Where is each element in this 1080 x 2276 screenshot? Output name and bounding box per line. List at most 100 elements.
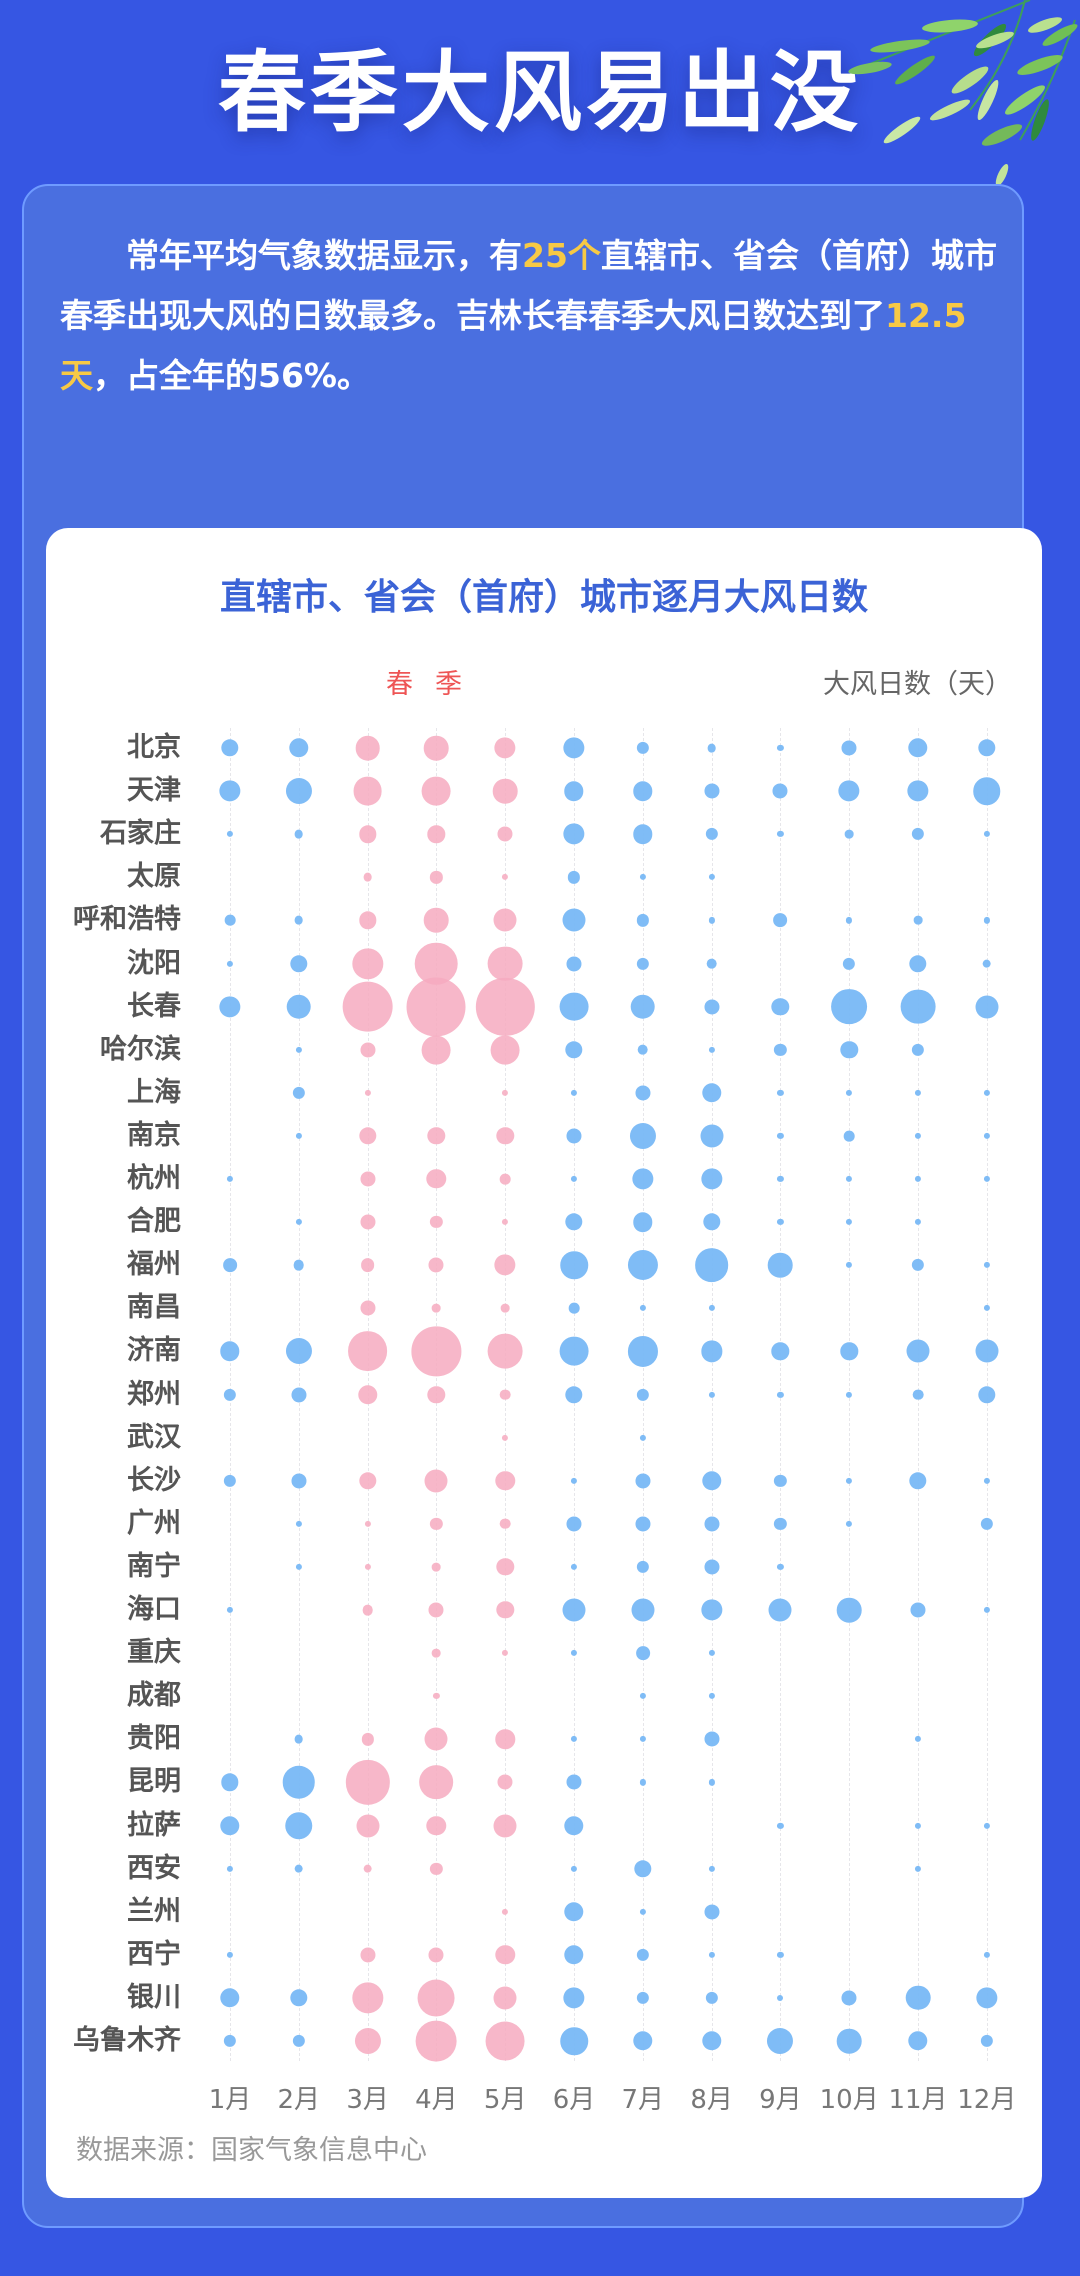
wind-days-bubble bbox=[502, 1908, 509, 1915]
wind-days-bubble bbox=[973, 777, 1001, 805]
wind-days-bubble bbox=[636, 1388, 649, 1401]
wind-days-bubble bbox=[911, 1043, 925, 1056]
wind-days-bubble bbox=[843, 1130, 855, 1142]
wind-days-bubble bbox=[294, 916, 304, 925]
wind-days-bubble bbox=[427, 1385, 446, 1404]
wind-days-bubble bbox=[497, 1774, 513, 1790]
wind-days-bubble bbox=[428, 1257, 444, 1273]
wind-days-bubble bbox=[290, 954, 308, 973]
wind-days-bubble bbox=[290, 1989, 308, 2007]
data-source: 数据来源：国家气象信息中心 bbox=[76, 2135, 427, 2166]
wind-days-bubble bbox=[424, 735, 449, 761]
wind-days-bubble bbox=[220, 1341, 240, 1362]
wind-days-bubble bbox=[361, 1733, 374, 1746]
wind-days-bubble bbox=[356, 1814, 380, 1837]
wind-days-bubble bbox=[635, 1473, 651, 1489]
wind-days-bubble bbox=[700, 1124, 724, 1148]
wind-days-bubble bbox=[364, 1089, 371, 1096]
city-label: 太原 bbox=[127, 861, 181, 893]
wind-days-bubble bbox=[846, 917, 853, 924]
wind-days-bubble bbox=[502, 1089, 509, 1096]
wind-days-bubble bbox=[362, 1604, 373, 1616]
wind-days-bubble bbox=[565, 1385, 583, 1404]
intro-text: 常年平均气象数据显示，有25个直辖市、省会（首府）城市春季出现大风的日数最多。吉… bbox=[60, 226, 1024, 406]
wind-days-bubble bbox=[490, 1035, 520, 1065]
wind-days-bubble bbox=[293, 1259, 305, 1271]
wind-days-bubble bbox=[566, 1774, 582, 1790]
month-label: 5月 bbox=[483, 2085, 527, 2115]
wind-days-bubble bbox=[563, 1987, 585, 2009]
wind-days-bubble bbox=[565, 1213, 583, 1231]
wind-days-bubble bbox=[836, 2028, 862, 2054]
wind-days-bubble bbox=[294, 1864, 304, 1873]
city-label: 海口 bbox=[127, 1594, 181, 1625]
wind-days-bubble bbox=[496, 1601, 514, 1619]
wind-days-bubble bbox=[705, 828, 718, 841]
month-label: 9月 bbox=[759, 2085, 802, 2115]
intro-part2: 直辖市、省会（首府）城市春季出现大风的日数最多。吉林长春春季大风日数达到了 bbox=[60, 236, 997, 335]
wind-days-bubble bbox=[777, 1175, 784, 1183]
wind-days-bubble bbox=[492, 778, 518, 804]
wind-days-bubble bbox=[975, 995, 999, 1019]
wind-days-bubble bbox=[841, 1990, 857, 2006]
wind-days-bubble bbox=[767, 2027, 794, 2055]
wind-days-bubble bbox=[499, 1173, 511, 1185]
wind-days-bubble bbox=[846, 1477, 853, 1484]
willow-leaves-icon bbox=[848, 0, 1078, 187]
wind-days-bubble bbox=[983, 1175, 990, 1183]
wind-days-bubble bbox=[285, 778, 312, 805]
wind-days-bubble bbox=[295, 1132, 302, 1139]
wind-days-bubble bbox=[983, 1822, 990, 1829]
wind-days-bubble bbox=[708, 1779, 715, 1786]
wind-days-bubble bbox=[493, 908, 517, 932]
city-label: 石家庄 bbox=[100, 818, 181, 850]
wind-days-bubble bbox=[411, 1326, 461, 1376]
wind-days-bubble bbox=[220, 1815, 240, 1836]
season-label: 春季 bbox=[386, 669, 484, 700]
wind-days-bubble bbox=[704, 783, 720, 799]
wind-days-bubble bbox=[701, 2031, 722, 2051]
wind-days-bubble bbox=[430, 1862, 443, 1875]
wind-days-bubble bbox=[840, 1040, 858, 1059]
wind-days-bubble bbox=[223, 1258, 237, 1273]
wind-days-bubble bbox=[353, 776, 383, 806]
wind-days-bubble bbox=[636, 741, 649, 755]
wind-days-bubble bbox=[494, 1254, 516, 1276]
wind-days-bubble bbox=[226, 1606, 234, 1614]
city-label: 兰州 bbox=[127, 1895, 181, 1927]
wind-days-bubble bbox=[562, 1598, 586, 1622]
wind-days-bubble bbox=[496, 1127, 514, 1145]
wind-days-bubble bbox=[914, 1822, 922, 1829]
wind-days-bubble bbox=[838, 780, 860, 802]
wind-days-bubble bbox=[421, 1035, 451, 1065]
wind-days-bubble bbox=[360, 1300, 376, 1316]
wind-days-bubble bbox=[560, 1251, 588, 1279]
wind-days-bubble bbox=[570, 1736, 578, 1743]
wind-days-bubble bbox=[226, 1865, 234, 1872]
wind-days-bubble bbox=[908, 738, 928, 758]
month-label: 11月 bbox=[888, 2085, 948, 2115]
month-label: 10月 bbox=[819, 2085, 879, 2115]
wind-days-bubble bbox=[358, 911, 377, 930]
wind-days-bubble bbox=[635, 1085, 651, 1101]
wind-days-bubble bbox=[700, 1168, 723, 1190]
wind-days-bubble bbox=[494, 737, 516, 759]
city-label: 乌鲁木齐 bbox=[73, 2025, 181, 2056]
wind-days-bubble bbox=[771, 997, 790, 1016]
wind-days-bubble bbox=[570, 1089, 578, 1096]
wind-days-bubble bbox=[347, 1331, 388, 1372]
wind-days-bubble bbox=[708, 1305, 715, 1312]
wind-days-bubble bbox=[295, 1046, 302, 1053]
wind-days-bubble bbox=[502, 1650, 509, 1657]
wind-days-bubble bbox=[294, 829, 304, 839]
wind-days-bubble bbox=[630, 994, 656, 1019]
wind-days-bubble bbox=[908, 2031, 928, 2051]
wind-days-bubble bbox=[223, 1388, 237, 1401]
wind-days-bubble bbox=[292, 1086, 305, 1099]
wind-days-bubble bbox=[567, 871, 581, 884]
wind-days-bubble bbox=[432, 1303, 441, 1313]
month-label: 6月 bbox=[552, 2085, 596, 2115]
city-label: 哈尔滨 bbox=[100, 1033, 181, 1065]
wind-days-bubble bbox=[983, 1606, 990, 1614]
wind-days-bubble bbox=[219, 780, 241, 802]
